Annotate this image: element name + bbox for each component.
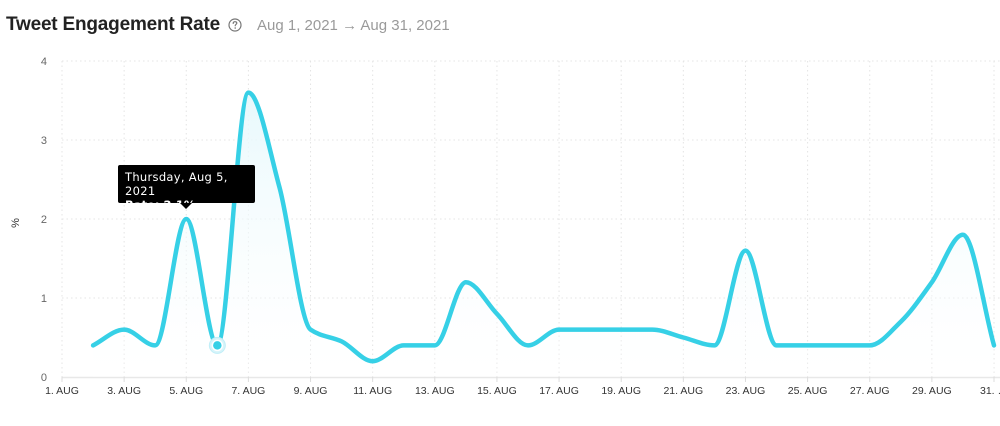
x-tick-label: 9. AUG (294, 385, 328, 397)
x-tick-label: 23. AUG (726, 385, 766, 397)
tooltip-date: Thursday, Aug 5, 2021 (125, 170, 228, 198)
y-tick-label: 2 (41, 214, 47, 226)
x-tick-label: 13. AUG (415, 385, 455, 397)
marker-dot[interactable] (211, 339, 224, 352)
x-tick-label: 31. … (980, 385, 1000, 397)
question-circle-icon[interactable] (228, 18, 242, 32)
y-tick-label: 0 (41, 372, 47, 384)
x-tick-label: 7. AUG (231, 385, 265, 397)
chart-header: Tweet Engagement Rate Aug 1, 2021 → Aug … (6, 10, 450, 40)
x-tick-label: 11. AUG (353, 385, 392, 397)
x-axis: 1. AUG 3. AUG 5. AUG 7. AUG 9. AUG 11. AUG 13.… (45, 385, 1000, 397)
rate-area (93, 92, 995, 377)
tooltip-rate: Rate: 2.1% (125, 198, 196, 212)
x-tick-label: 21. AUG (663, 385, 703, 397)
x-tick-label: 3. AUG (107, 385, 141, 397)
y-axis-label: % (10, 218, 22, 228)
date-range: Aug 1, 2021 → Aug 31, 2021 (257, 16, 450, 34)
chart-title: Tweet Engagement Rate (6, 14, 220, 35)
y-tick-label: 3 (41, 135, 47, 147)
y-tick-label: 1 (41, 293, 47, 305)
x-tick-label: 15. AUG (477, 385, 517, 397)
x-tick-label: 29. AUG (912, 385, 952, 397)
x-tick-label: 25. AUG (788, 385, 828, 397)
hover-point-marker[interactable] (208, 336, 226, 354)
x-tick-label: 5. AUG (169, 385, 203, 397)
x-tick-label: 1. AUG (45, 385, 79, 397)
x-tick-label: 27. AUG (850, 385, 890, 397)
x-tick-label: 17. AUG (539, 385, 579, 397)
y-tick-label: 4 (41, 56, 47, 68)
data-tooltip: Thursday, Aug 5, 2021 Rate: 2.1% (118, 165, 255, 212)
rate-line[interactable] (90, 90, 997, 364)
x-tick-label: 19. AUG (601, 385, 641, 397)
y-axis: 0 1 2 3 4 (41, 56, 47, 384)
